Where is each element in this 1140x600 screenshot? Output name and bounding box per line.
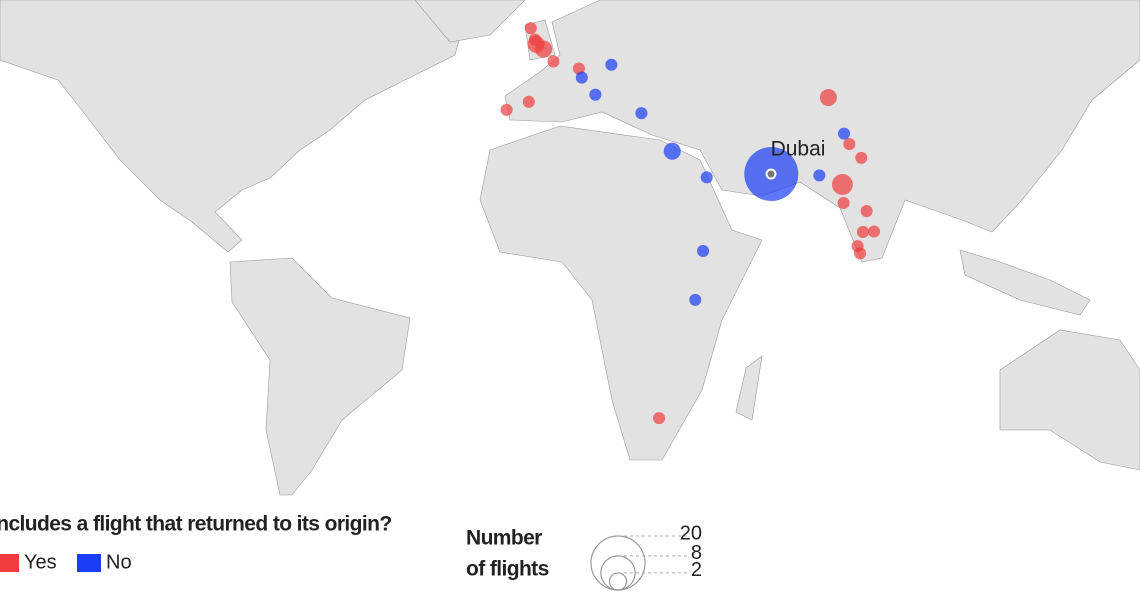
flight-bubble [522, 95, 535, 108]
flight-bubble [837, 196, 850, 210]
basemap [0, 0, 1140, 496]
flight-bubble [535, 40, 553, 58]
flight-bubble [860, 205, 873, 218]
legend-title: Includes a flight that returned to its o… [0, 513, 392, 536]
dubai-marker [765, 168, 777, 180]
flight-bubble [867, 225, 881, 238]
land [735, 355, 763, 421]
flight-bubble [819, 88, 837, 107]
legend-swatch [77, 554, 101, 572]
flight-bubble [653, 412, 666, 425]
flight-bubble [524, 22, 537, 35]
land [414, 0, 526, 43]
size-legend-circle [608, 572, 628, 591]
flight-bubble [663, 142, 681, 160]
land [959, 249, 1091, 316]
land [0, 0, 471, 253]
size-legend-label: 2 [691, 559, 702, 581]
flight-bubble [843, 138, 856, 151]
flight-bubble [589, 88, 602, 101]
size-legend-label: 20 [680, 522, 702, 544]
land [229, 257, 411, 496]
legend-swatch [0, 554, 19, 572]
city-label: Dubai [771, 138, 826, 161]
flight-bubble [831, 173, 853, 195]
flight-bubble [854, 247, 867, 260]
land [999, 329, 1140, 471]
flight-bubble [575, 71, 588, 84]
flight-bubble [605, 58, 618, 71]
flight-bubble [500, 103, 513, 116]
flight-bubble [856, 225, 869, 238]
flight-bubble [689, 293, 702, 306]
land [504, 0, 1140, 263]
flight-bubble [813, 169, 826, 182]
size-legend-title: Number [466, 527, 542, 550]
size-legend-label: 8 [691, 542, 702, 564]
flight-bubble [635, 107, 648, 120]
size-legend-circle [590, 535, 646, 591]
flight-bubble [700, 171, 713, 184]
flight-bubble [855, 151, 868, 164]
flight-bubble [837, 127, 851, 140]
size-legend-title: of flights [466, 558, 549, 581]
flight-bubble [547, 55, 560, 68]
flight-bubble [697, 244, 710, 257]
legend-label: Yes [24, 551, 57, 573]
legend-label: No [106, 551, 132, 573]
